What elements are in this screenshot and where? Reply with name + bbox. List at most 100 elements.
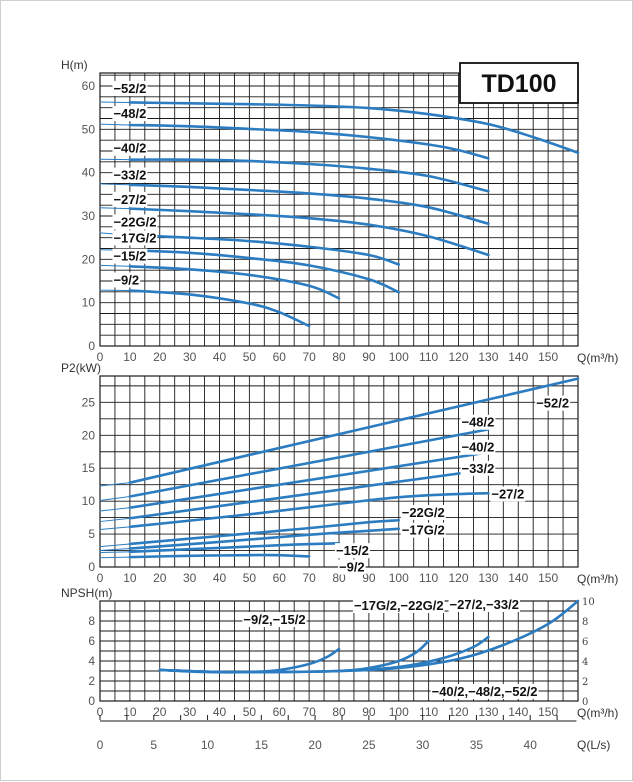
head-xlabel: Q(m³/h) [577, 351, 618, 365]
head-series-thin [100, 124, 130, 125]
head-xtick-label: 60 [273, 350, 287, 364]
power-ytick-label: 20 [82, 428, 96, 442]
npsh-y2tick-label: 6 [582, 637, 588, 648]
power-xtick-label: 130 [478, 571, 498, 585]
power-series-label: −40/2 [461, 440, 494, 455]
npsh-xtick-label: 100 [389, 705, 409, 719]
npsh-y2tick-label: 2 [582, 677, 588, 688]
npsh-xtick-label: 80 [332, 705, 346, 719]
npsh-y2tick-label: 0 [582, 697, 588, 708]
power-series-thin [100, 552, 130, 553]
power-xtick-label: 70 [302, 571, 316, 585]
head-series-thin [100, 265, 130, 266]
head-series-label: −33/2 [113, 168, 146, 183]
power-series-label: −33/2 [461, 461, 494, 476]
head-series-label: −22G/2 [113, 214, 156, 229]
power-xtick-label: 110 [419, 571, 438, 585]
chart-title: TD100 [481, 70, 556, 98]
power-xtick-label: 40 [213, 571, 227, 585]
npsh-ytick-label: 0 [88, 694, 95, 708]
head-series-label: −15/2 [113, 249, 146, 264]
head-ytick-label: 0 [88, 339, 95, 353]
lps-tick-label: 10 [201, 738, 215, 752]
lps-tick-label: 40 [524, 738, 538, 752]
head-xtick-label: 30 [183, 350, 197, 364]
power-xtick-label: 50 [243, 571, 257, 585]
head-xtick-label: 50 [243, 350, 257, 364]
npsh-ytick-label: 4 [88, 654, 95, 668]
head-xtick-label: 90 [362, 350, 376, 364]
npsh-ytick-label: 2 [88, 674, 95, 688]
power-series-label: −9/2 [339, 560, 365, 575]
power-xlabel: Q(m³/h) [577, 572, 618, 586]
head-series-thin [100, 208, 130, 209]
head-ytick-label: 10 [82, 296, 96, 310]
head-xtick-label: 130 [478, 350, 498, 364]
head-ytick-label: 20 [82, 252, 96, 266]
power-xtick-label: 150 [538, 571, 558, 585]
head-xtick-label: 100 [389, 350, 409, 364]
head-ytick-label: 60 [82, 79, 96, 93]
npsh-y2tick-label: 10 [582, 597, 595, 608]
npsh-xtick-label: 120 [448, 705, 468, 719]
npsh-series-label: −40/2,−48/2,−52/2 [432, 684, 538, 699]
power-ytick-label: 10 [82, 494, 96, 508]
power-series-label: −48/2 [461, 415, 494, 430]
power-series-label: −15/2 [336, 543, 369, 558]
power-series-label: −22G/2 [402, 505, 445, 520]
npsh-xtick-label: 70 [302, 705, 316, 719]
power-xtick-label: 30 [183, 571, 197, 585]
npsh-xtick-label: 40 [213, 705, 227, 719]
head-xtick-label: 120 [448, 350, 468, 364]
head-series-label: −40/2 [113, 141, 146, 156]
power-xtick-label: 140 [508, 571, 528, 585]
power-xtick-label: 120 [448, 571, 468, 585]
head-ytick-label: 50 [82, 122, 96, 136]
lps-tick-label: 20 [308, 738, 322, 752]
lps-tick-label: 25 [362, 738, 376, 752]
npsh-ytick-label: 6 [88, 634, 95, 648]
head-xtick-label: 10 [123, 350, 137, 364]
power-series-label: −27/2 [491, 487, 524, 502]
head-xtick-label: 70 [302, 350, 316, 364]
head-series-label: −52/2 [113, 81, 146, 96]
head-ytick-label: 40 [82, 166, 96, 180]
lps-axis-label: Q(L/s) [577, 738, 610, 752]
npsh-xtick-label: 50 [243, 705, 257, 719]
lps-tick-label: 15 [255, 738, 269, 752]
power-xtick-label: 60 [273, 571, 287, 585]
power-xtick-label: 10 [123, 571, 137, 585]
npsh-ylabel: NPSH(m) [61, 586, 112, 600]
head-xtick-label: 140 [508, 350, 528, 364]
power-series-thin [100, 557, 130, 558]
npsh-series-label: −27/2,−33/2 [450, 597, 519, 612]
npsh-series-label: −17G/2,−22G/2 [354, 598, 444, 613]
power-xtick-label: 100 [389, 571, 409, 585]
power-series-label: −52/2 [536, 396, 569, 411]
npsh-y2tick-label: 4 [582, 657, 588, 668]
npsh-xtick-label: 60 [273, 705, 287, 719]
power-series-label: −17G/2 [402, 523, 445, 538]
power-ytick-label: 25 [82, 395, 96, 409]
head-series-label: −17G/2 [113, 230, 156, 245]
power-xtick-label: 0 [97, 571, 104, 585]
npsh-xtick-label: 150 [538, 705, 558, 719]
npsh-series-label: −9/2,−15/2 [243, 612, 305, 627]
npsh-xtick-label: 140 [508, 705, 528, 719]
head-xtick-label: 80 [332, 350, 346, 364]
npsh-xtick-label: 10 [123, 705, 137, 719]
npsh-ytick-label: 8 [88, 614, 95, 628]
head-series-label: −48/2 [113, 106, 146, 121]
lps-tick-label: 5 [150, 738, 157, 752]
power-ytick-label: 15 [82, 461, 96, 475]
npsh-xtick-label: 20 [153, 705, 167, 719]
lps-tick-label: 0 [97, 738, 104, 752]
npsh-y2tick-label: 8 [582, 617, 588, 628]
head-series-label: −27/2 [113, 192, 146, 207]
npsh-xlabel: Q(m³/h) [577, 706, 618, 720]
power-ytick-label: 5 [88, 527, 95, 541]
head-xtick-label: 150 [538, 350, 558, 364]
head-series-thin [100, 184, 130, 185]
